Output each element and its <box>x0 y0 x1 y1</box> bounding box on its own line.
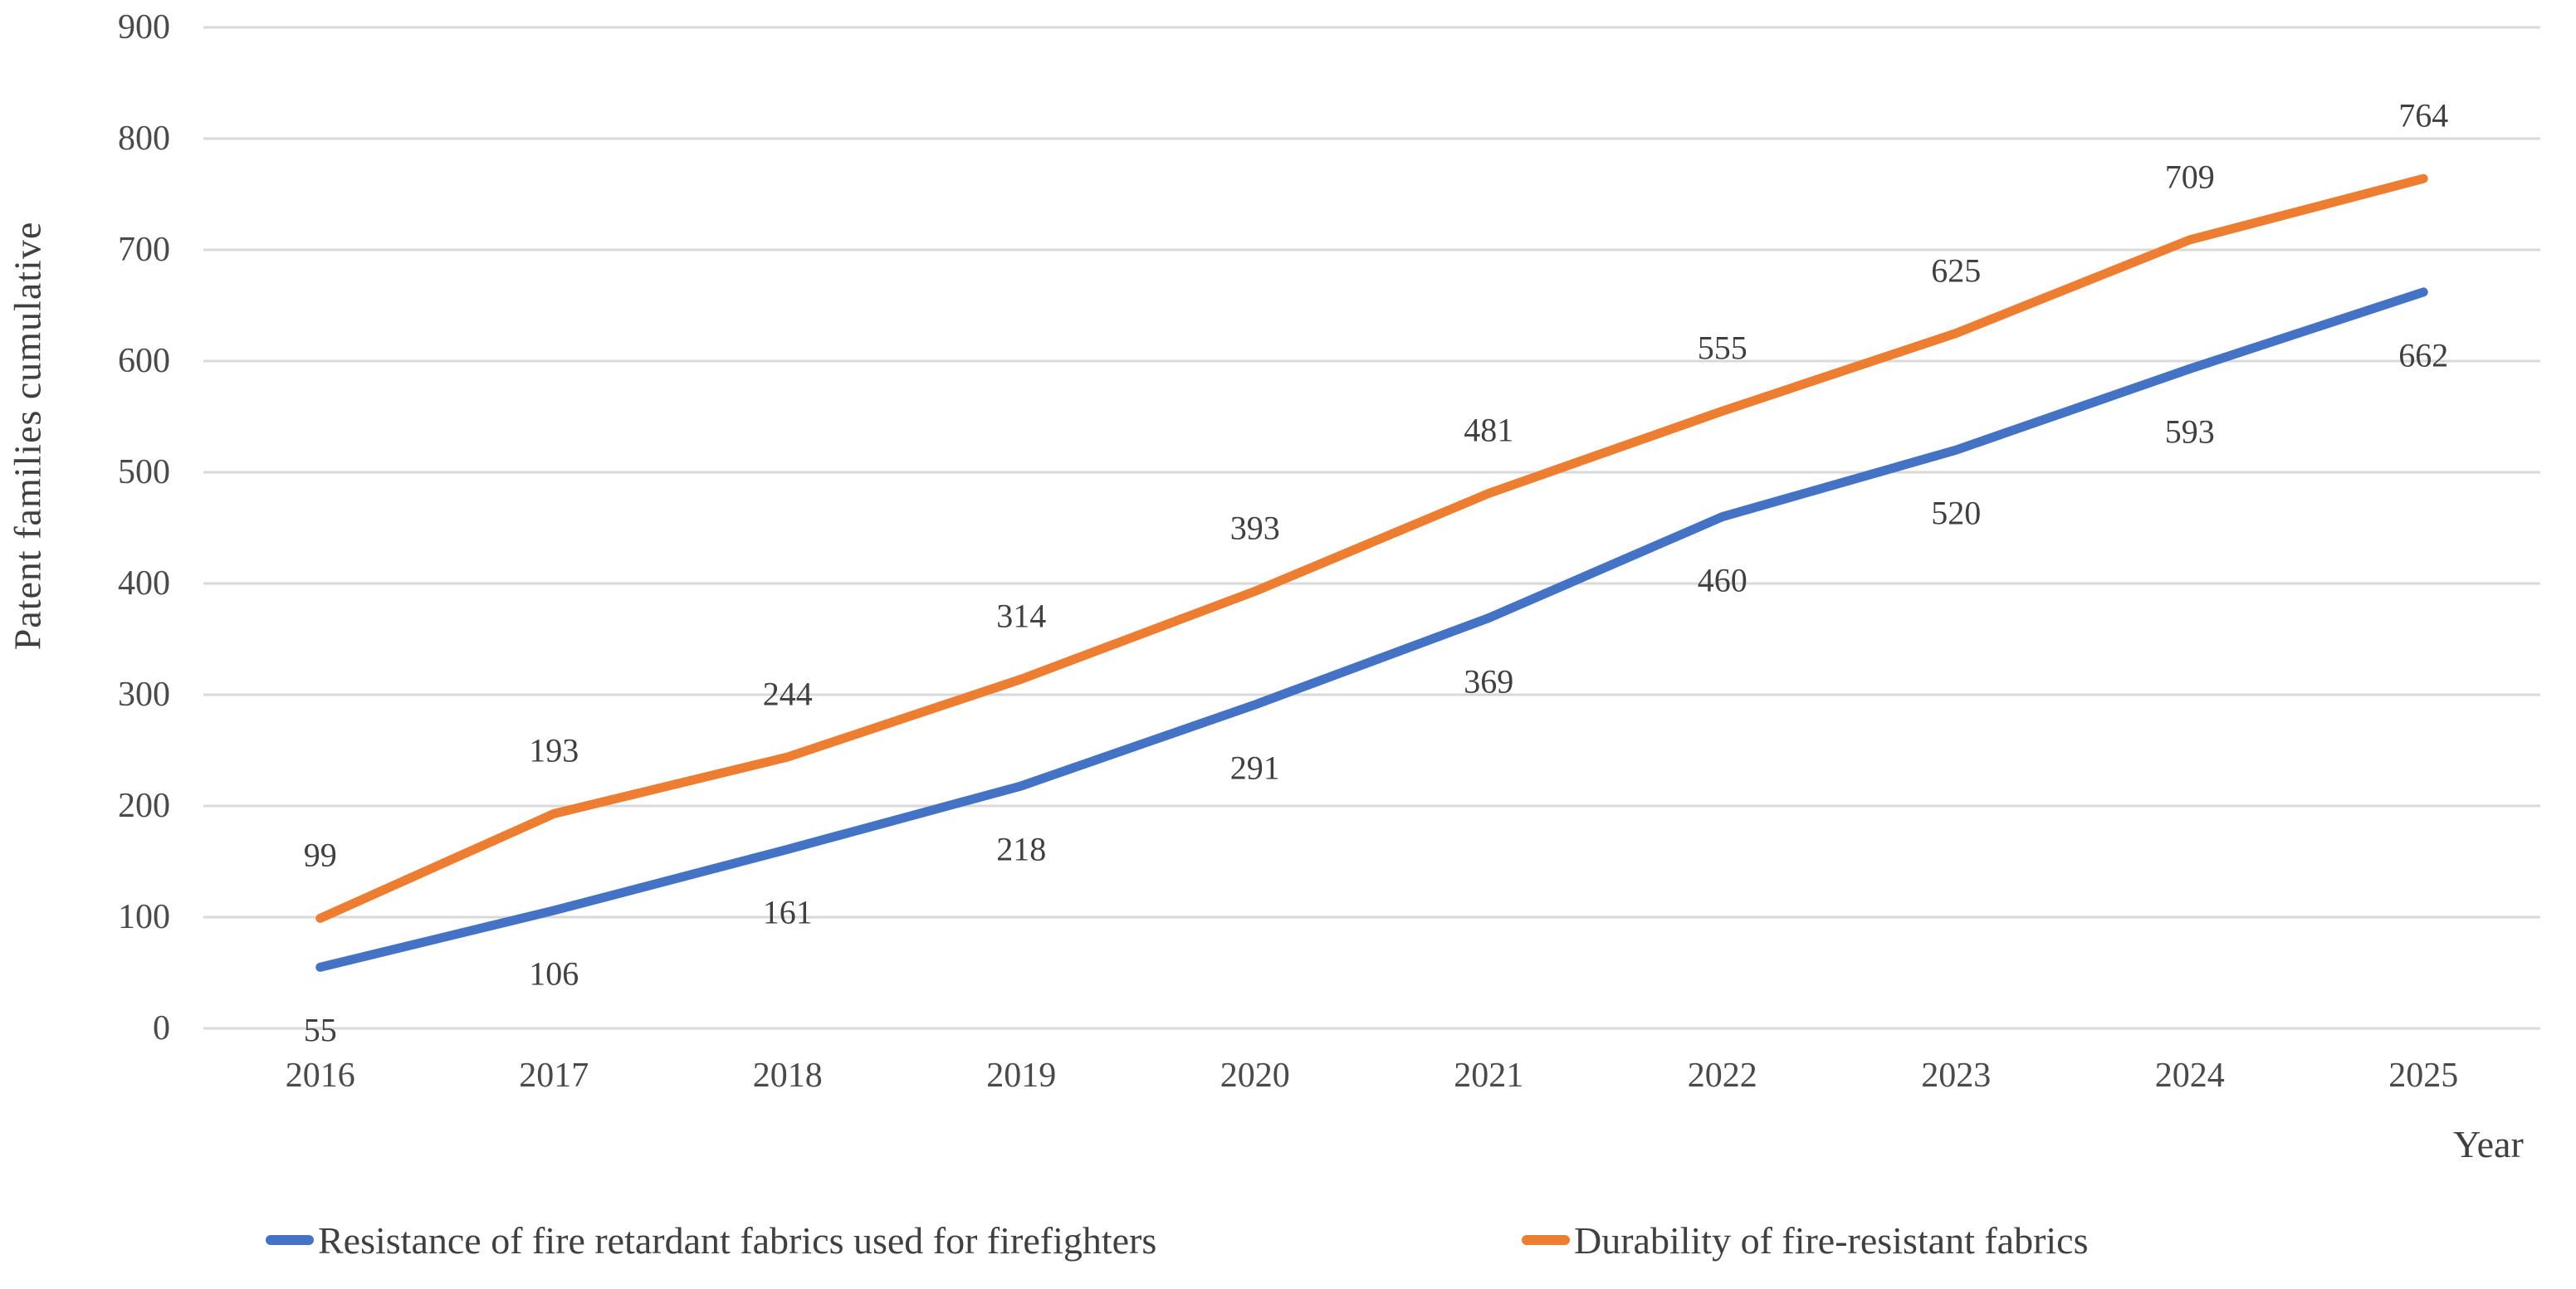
y-tick-label: 900 <box>118 8 170 46</box>
data-label: 460 <box>1697 561 1747 599</box>
data-label: 764 <box>2398 96 2449 134</box>
x-tick-label: 2020 <box>1220 1057 1290 1095</box>
x-axis-title: Year <box>2453 1123 2524 1165</box>
x-tick-label: 2022 <box>1687 1057 1757 1095</box>
data-label: 625 <box>1931 251 1982 289</box>
y-tick-label: 800 <box>118 120 170 158</box>
data-label: 244 <box>762 675 813 713</box>
y-tick-label: 400 <box>118 564 170 603</box>
legend-item-durability: Durability of fire-resistant fabrics <box>1522 1213 2089 1267</box>
y-tick-label: 300 <box>118 676 170 714</box>
y-tick-label: 500 <box>118 453 170 491</box>
x-tick-label: 2024 <box>2154 1057 2225 1095</box>
data-label: 291 <box>1229 749 1280 787</box>
data-label: 555 <box>1697 329 1747 367</box>
legend-label: Resistance of fire retardant fabrics use… <box>318 1218 1157 1262</box>
legend-item-resistance: Resistance of fire retardant fabrics use… <box>266 1213 1156 1267</box>
y-tick-label: 0 <box>153 1009 170 1047</box>
x-tick-label: 2017 <box>519 1057 589 1095</box>
y-tick-label: 200 <box>118 787 170 825</box>
data-label: 481 <box>1464 411 1514 449</box>
legend-line-swatch-orange <box>1522 1235 1570 1245</box>
x-tick-label: 2016 <box>285 1057 355 1095</box>
data-label: 106 <box>529 955 579 993</box>
data-label: 593 <box>2164 413 2215 451</box>
data-label: 709 <box>2164 158 2215 196</box>
series-line-0 <box>315 287 2428 972</box>
legend-label: Durability of fire-resistant fabrics <box>1574 1218 2089 1262</box>
legend-line-swatch-blue <box>266 1235 314 1245</box>
data-label: 520 <box>1931 494 1982 532</box>
data-label: 193 <box>529 731 579 769</box>
data-label: 662 <box>2398 336 2449 374</box>
data-label: 393 <box>1229 509 1280 547</box>
series-line-1 <box>315 173 2428 923</box>
legend: Resistance of fire retardant fabrics use… <box>0 1213 2576 1267</box>
x-tick-label: 2019 <box>986 1057 1057 1095</box>
x-tick-label: 2018 <box>752 1057 823 1095</box>
data-label: 55 <box>303 1011 337 1049</box>
y-tick-label: 100 <box>118 898 170 936</box>
y-tick-label: 600 <box>118 342 170 380</box>
data-label: 218 <box>996 830 1047 868</box>
x-tick-label: 2023 <box>1921 1057 1992 1095</box>
data-label: 369 <box>1464 662 1514 701</box>
x-tick-label: 2021 <box>1454 1057 1524 1095</box>
data-label: 161 <box>762 893 813 931</box>
data-label: 99 <box>303 836 337 874</box>
y-tick-label: 700 <box>118 231 170 269</box>
data-label: 314 <box>996 597 1047 635</box>
x-tick-label: 2025 <box>2388 1057 2459 1095</box>
